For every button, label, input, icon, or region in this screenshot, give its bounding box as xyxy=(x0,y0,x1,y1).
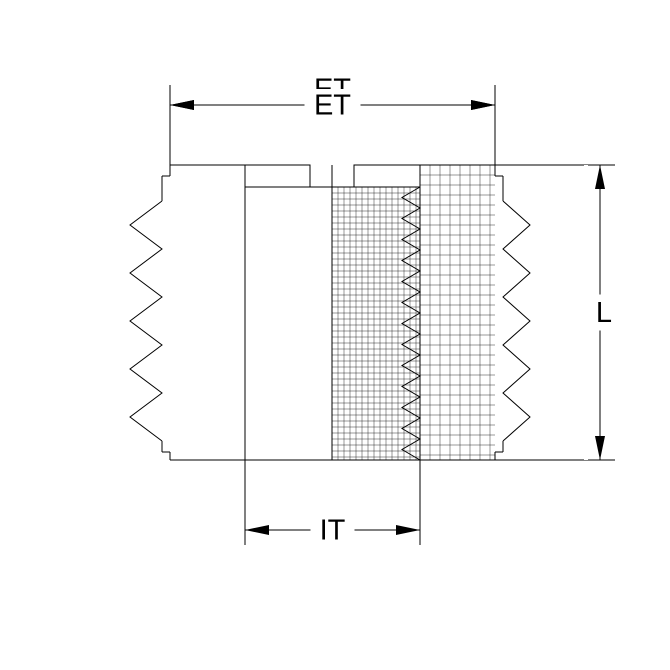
svg-text:ET: ET xyxy=(314,90,351,122)
svg-text:L: L xyxy=(596,297,612,329)
svg-text:IT: IT xyxy=(320,515,346,547)
